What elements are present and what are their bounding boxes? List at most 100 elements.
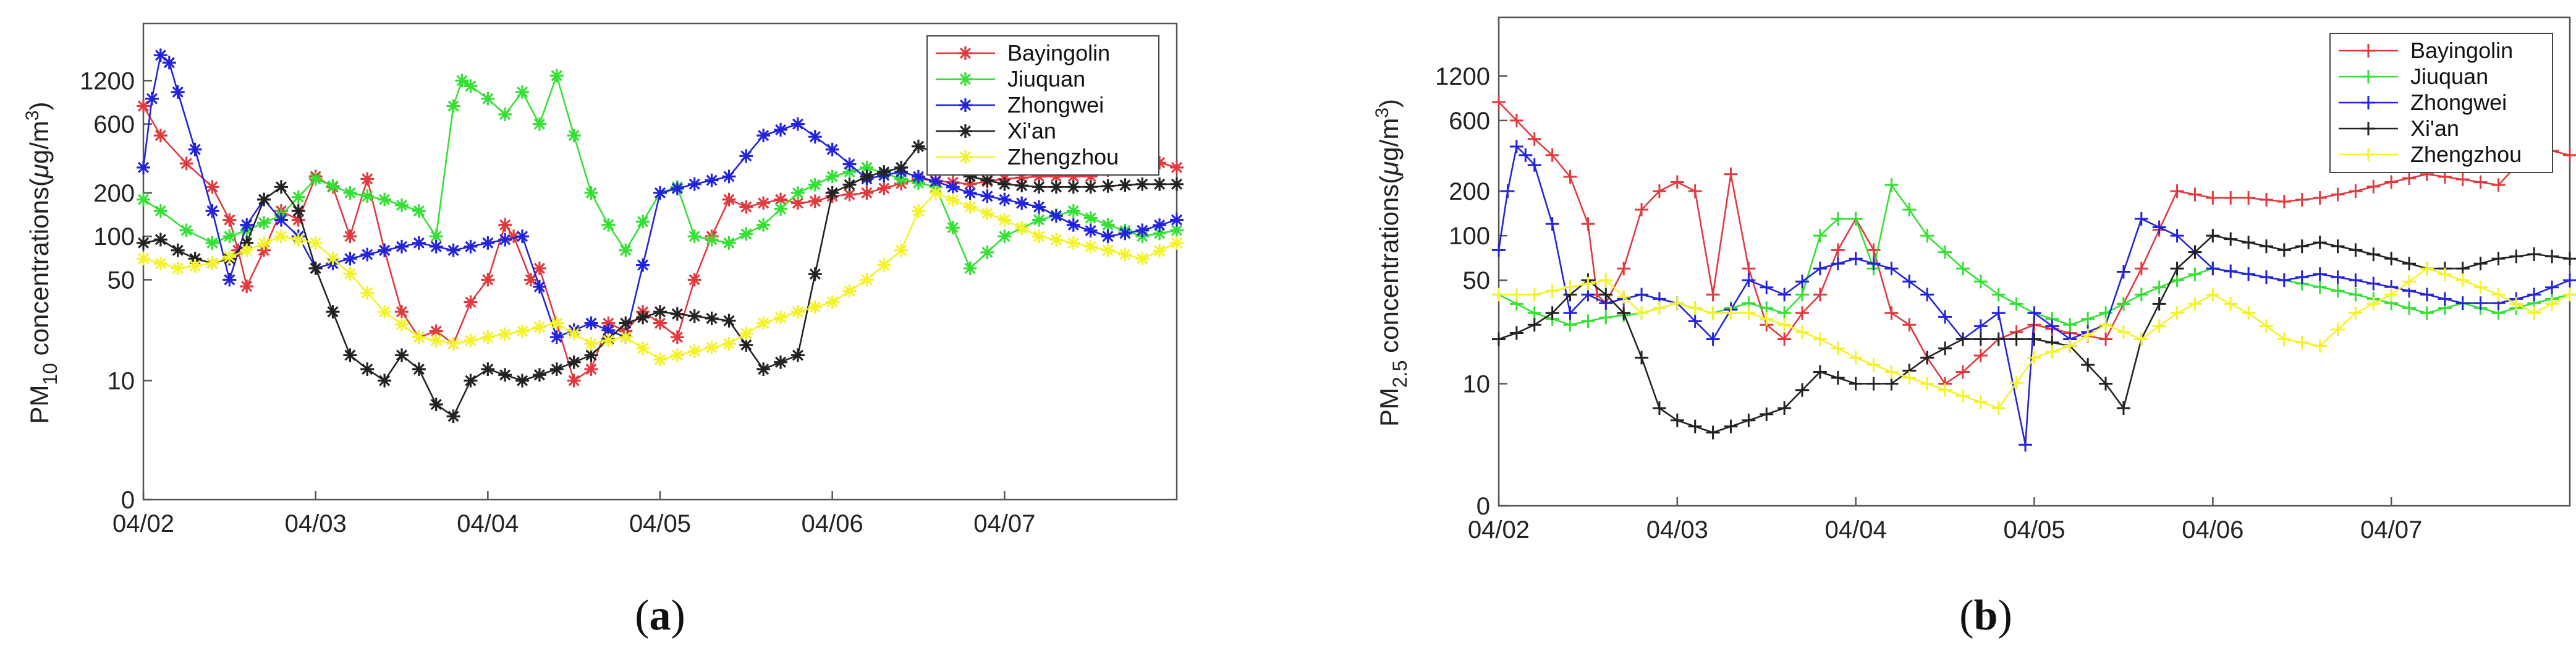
data-point: [584, 316, 598, 330]
data-point: [1527, 306, 1541, 320]
series-jiuquan: [137, 69, 1184, 275]
data-point: [1849, 377, 1863, 391]
data-point: [464, 79, 478, 93]
data-point: [326, 179, 340, 193]
data-point: [1849, 211, 1863, 226]
data-point: [2134, 262, 2148, 276]
data-point: [2188, 245, 2202, 259]
data-point: [2206, 262, 2220, 276]
data-point: [2081, 312, 2095, 326]
data-point: [2009, 297, 2023, 311]
data-point: [790, 117, 805, 131]
data-point: [498, 108, 512, 122]
data-point: [636, 258, 650, 272]
y-tick-label: 10: [1463, 371, 1491, 398]
legend-label: Jiuquan: [2410, 64, 2488, 89]
data-point: [1955, 389, 1970, 403]
data-point: [842, 177, 857, 192]
data-point: [1049, 233, 1063, 247]
y-tick-label: 50: [1463, 267, 1491, 294]
data-point: [2509, 249, 2523, 263]
data-point: [756, 196, 771, 210]
data-point: [1831, 341, 1845, 356]
data-point: [2366, 276, 2381, 291]
data-point: [1153, 244, 1167, 258]
data-point: [2099, 332, 2113, 346]
data-point: [1153, 177, 1167, 191]
data-point: [2206, 229, 2220, 243]
data-point: [2116, 325, 2130, 339]
data-point: [2224, 232, 2238, 246]
legend-label: Zhongwei: [2410, 90, 2507, 115]
panel-caption: (a): [635, 592, 685, 639]
data-point: [1938, 341, 1952, 356]
legend-marker: [959, 46, 972, 60]
data-point: [2045, 344, 2059, 359]
data-point: [1902, 371, 1917, 385]
data-point: [2009, 332, 2023, 346]
data-point: [808, 177, 822, 192]
data-point: [2420, 262, 2434, 276]
data-point: [2455, 296, 2470, 310]
data-point: [274, 213, 288, 227]
data-point: [687, 177, 701, 191]
data-point: [653, 316, 667, 330]
data-point: [946, 193, 960, 207]
data-point: [1492, 243, 1506, 257]
data-point: [1742, 413, 1756, 427]
y-axis-label-part: concentrations(: [25, 178, 54, 363]
data-point: [998, 213, 1012, 227]
data-point: [515, 229, 530, 244]
data-point: [2277, 194, 2291, 208]
data-point: [980, 245, 994, 260]
y-axis-label-part: 3: [1372, 108, 1392, 118]
data-point: [670, 307, 684, 321]
data-point: [687, 344, 701, 358]
data-point: [567, 326, 581, 341]
data-point: [2116, 265, 2130, 279]
x-tick-label: 04/05: [2003, 516, 2065, 544]
data-point: [274, 180, 288, 194]
data-point: [446, 409, 460, 424]
legend-marker: [959, 72, 972, 86]
series-zhengzhou: [1492, 262, 2576, 415]
data-point: [670, 348, 684, 362]
data-point: [877, 165, 891, 179]
data-point: [2420, 288, 2434, 302]
data-point: [808, 267, 822, 281]
data-point: [1635, 202, 1649, 216]
data-point: [619, 330, 633, 344]
data-point: [515, 373, 530, 388]
y-axis-label-part: 10: [39, 363, 61, 385]
x-tick-label: 04/03: [1646, 516, 1708, 544]
panel-b: 0 10 50 100 200 600 1200 04/02 04/03 04/04 04/05 04…: [1372, 16, 2576, 639]
data-point: [1153, 226, 1167, 241]
data-point: [842, 157, 857, 171]
data-point: [171, 85, 185, 99]
data-point: [1652, 401, 1666, 415]
series-xian: [1492, 229, 2576, 440]
data-point: [1492, 95, 1506, 109]
data-point: [808, 130, 822, 144]
data-point: [2491, 288, 2506, 302]
data-point: [378, 243, 392, 257]
legend-label: Zhengzhou: [2410, 142, 2522, 167]
data-point: [429, 229, 443, 244]
data-point: [2563, 252, 2576, 266]
data-point: [860, 169, 874, 184]
data-point: [532, 368, 546, 382]
data-point: [1706, 425, 1720, 440]
data-point: [722, 236, 736, 250]
data-point: [774, 122, 788, 137]
data-point: [1795, 383, 1810, 397]
data-point: [1519, 148, 1533, 162]
y-axis-label-part: PM: [1375, 388, 1404, 427]
data-point: [1118, 178, 1132, 192]
data-point: [2473, 175, 2488, 189]
data-point: [1581, 314, 1595, 328]
data-point: [360, 189, 375, 203]
data-point: [705, 340, 719, 354]
data-point: [998, 229, 1012, 244]
data-point: [498, 327, 512, 341]
